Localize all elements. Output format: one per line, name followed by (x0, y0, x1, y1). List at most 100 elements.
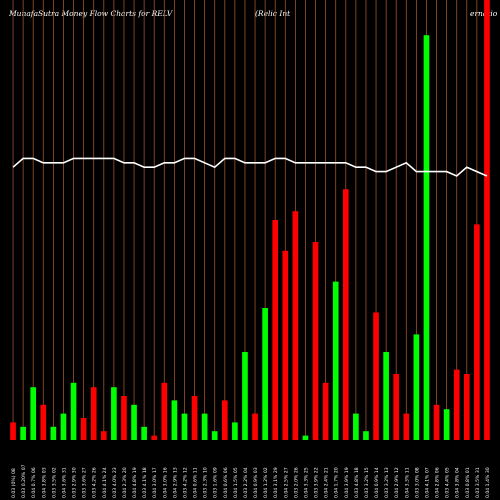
x-tick-label: 0.04 3.9% 19 (344, 467, 350, 498)
bar (181, 413, 188, 440)
x-tick-label: 0.04 0.9% 14 (374, 467, 380, 498)
bar (312, 242, 319, 440)
x-tick-label: 0.04 0.9% 03 (253, 467, 259, 498)
x-tick-label: 0.04 3.6% 31 (61, 467, 67, 498)
bar (403, 413, 410, 440)
x-tick-label: 0.03 4.8% 18 (354, 467, 360, 498)
bar (282, 250, 289, 440)
bar (292, 211, 299, 440)
bar (90, 387, 97, 440)
bar (221, 400, 228, 440)
x-tick-label: 0.03 3.6% 27 (82, 467, 88, 498)
bar (40, 404, 47, 440)
x-tick-label: 0.03 0.8% 01 (465, 467, 471, 498)
bar (413, 334, 420, 440)
bar (70, 382, 77, 440)
bar (232, 422, 238, 440)
x-tick-label: 0.04 1.4% 30 (485, 467, 491, 498)
x-tick-label: 0.04 2.8% 06 (435, 467, 441, 498)
x-tick-label: 0.04 0.6% 11 (193, 467, 199, 498)
chart-title-tail: ernatio (470, 9, 498, 18)
x-tick-label: 0.03 4.2% 12 (182, 467, 188, 498)
bar (373, 312, 379, 440)
x-tick-label: 0.03 2.2% 04 (243, 467, 249, 498)
x-tick-label: 0.04 0.6% 06 (223, 467, 229, 498)
x-tick-label: 0.04 1.2% 02 (263, 467, 269, 498)
bar (252, 413, 258, 440)
x-tick-label: 0.03 (0%) 08 (11, 468, 17, 498)
chart-title-company: (Relic Int (255, 9, 291, 18)
bar (474, 224, 480, 440)
bar (121, 396, 127, 440)
bar (342, 189, 349, 440)
bar (453, 369, 460, 440)
bar (161, 382, 168, 440)
x-tick-label: 0.04 2.3% 20 (122, 467, 128, 498)
bar (262, 308, 268, 440)
bar (201, 413, 208, 440)
x-tick-label: 0.04 2.9% 12 (394, 467, 400, 498)
x-tick-label: 0.04 0.7% 06 (31, 467, 37, 498)
chart-title: MunafaSutra Money Flow Charts for RELV (9, 9, 173, 18)
bar (272, 220, 279, 440)
x-tick-label: 0.03 4.1% 18 (142, 467, 148, 498)
x-tick-label: 0.03 4.4% 05 (445, 467, 451, 498)
x-tick-label: 0.03 0.20% 07 (21, 464, 27, 498)
bar (322, 382, 329, 440)
bar (20, 426, 26, 440)
x-tick-label: 0.04 3.1% 29 (273, 467, 279, 498)
bar (463, 374, 470, 440)
x-tick-label: 0.03 2.9% 30 (72, 467, 78, 498)
bar (30, 387, 37, 440)
x-tick-label: 0.04 2.9% 13 (172, 467, 178, 498)
bar (383, 352, 389, 440)
x-tick-label: 0.04 2.5% 27 (283, 467, 289, 498)
x-tick-label: 0.03 3.0% 08 (414, 467, 420, 498)
bar (423, 35, 430, 440)
bar (50, 426, 57, 440)
x-tick-label: 0.04 3.0% 17 (152, 467, 158, 498)
x-tick-label: 0.03 3.2% 13 (384, 467, 390, 498)
x-tick-label: 0.04 1.5% 05 (233, 467, 239, 498)
x-tick-label: 0.03 2.0% 26 (293, 467, 299, 498)
bar (302, 435, 309, 440)
bar (433, 404, 440, 440)
bar (131, 404, 137, 440)
x-tick-label: 0.04 1.7% 20 (334, 467, 340, 498)
bar (393, 374, 400, 440)
x-tick-label: 0.03 4.0% 23 (112, 467, 118, 498)
bar (80, 418, 87, 440)
bar (111, 387, 117, 440)
x-tick-label: 0.03 4.2% 26 (92, 467, 98, 498)
bar (100, 431, 107, 440)
money-flow-line (12, 157, 488, 177)
x-tick-label: 0.03 1.6% 09 (213, 467, 219, 498)
bar (484, 0, 490, 440)
x-tick-label: 0.04 4.1% 07 (424, 467, 430, 498)
x-tick-label: 0.04 2.4% 21 (324, 467, 330, 498)
bar (443, 409, 450, 440)
bar (191, 396, 198, 440)
x-tick-label: 0.04 4.8% 19 (132, 467, 138, 498)
x-tick-label: 0.03 2.3% 10 (203, 467, 209, 498)
bar (151, 435, 158, 440)
x-tick-label: 0.04 4.1% 24 (102, 467, 108, 498)
bar (363, 431, 369, 440)
bar (242, 352, 248, 440)
bar (171, 400, 178, 440)
bar (60, 413, 67, 440)
x-tick-label: 0.03 3.5% 02 (51, 467, 57, 498)
bar (211, 431, 218, 440)
bar (141, 426, 147, 440)
x-tick-label: 0.04 3.8% 04 (455, 467, 461, 498)
x-tick-label: 0.04 3.3% 25 (303, 467, 309, 498)
x-tick-label: 0.03 3.5% 31 (475, 467, 481, 498)
x-tick-label: 0.03 3.9% 22 (314, 467, 320, 498)
bar (332, 281, 339, 440)
x-tick-label: 0.04 3.0% 16 (162, 467, 168, 498)
x-tick-label: 0.04 3.3% 11 (404, 467, 410, 498)
x-tick-label: 0.04 3.8% 03 (41, 467, 47, 498)
bar (10, 422, 16, 440)
